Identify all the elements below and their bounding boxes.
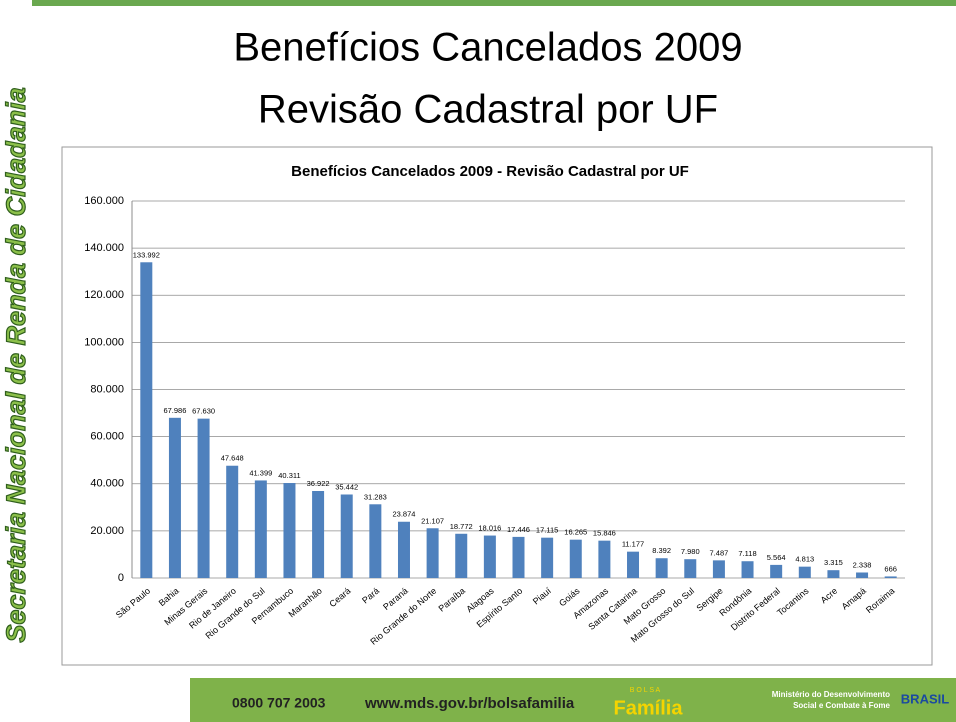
value-label: 3.315	[824, 558, 843, 567]
footer-band	[190, 678, 956, 722]
bar	[197, 418, 210, 578]
bar	[226, 465, 239, 578]
bar	[598, 540, 611, 578]
slide-title: Revisão Cadastral por UF	[258, 88, 718, 132]
value-label: 47.648	[221, 454, 244, 463]
bar	[569, 539, 582, 578]
value-label: 133.992	[133, 250, 160, 259]
bar	[770, 564, 783, 578]
value-label: 7.118	[738, 549, 756, 558]
chart-frame	[61, 146, 933, 666]
y-tick-label: 100.000	[84, 336, 124, 348]
value-label: 31.283	[364, 492, 387, 501]
logo-bottom: Família	[614, 697, 684, 719]
bar	[684, 559, 697, 578]
logo-top: B O L S A	[630, 687, 661, 694]
sidebar-text: Secretaria Nacional de Renda de Cidadani…	[1, 87, 31, 642]
value-label: 5.564	[767, 553, 786, 562]
value-label: 8.392	[652, 546, 671, 555]
bar	[712, 560, 725, 578]
bar	[254, 480, 267, 578]
bar	[168, 417, 181, 578]
value-label: 21.107	[421, 516, 444, 525]
bar	[397, 521, 410, 578]
y-tick-label: 40.000	[90, 478, 124, 490]
value-label: 2.338	[853, 560, 872, 569]
footer-url: www.mds.gov.br/bolsafamilia	[364, 695, 575, 712]
bar	[426, 528, 439, 578]
chart-title: Benefícios Cancelados 2009 - Revisão Cad…	[291, 163, 689, 180]
top-band	[0, 0, 956, 6]
value-label: 17.446	[507, 525, 530, 534]
value-label: 16.265	[564, 528, 587, 537]
value-label: 666	[884, 564, 897, 573]
value-label: 7.487	[710, 548, 729, 557]
y-tick-label: 60.000	[90, 431, 124, 443]
value-label: 18.016	[478, 524, 501, 533]
value-label: 7.980	[681, 547, 700, 556]
y-tick-label: 140.000	[84, 242, 124, 254]
bar	[541, 537, 554, 578]
bar	[627, 551, 640, 578]
value-label: 41.399	[249, 468, 272, 477]
value-label: 4.813	[795, 555, 814, 564]
value-label: 40.311	[278, 471, 300, 480]
ministry: Social e Combate à Fome	[793, 701, 890, 710]
bar	[798, 566, 811, 578]
value-label: 15.846	[593, 529, 616, 538]
value-label: 67.630	[192, 407, 215, 416]
bar	[312, 491, 325, 578]
value-label: 67.986	[163, 406, 186, 415]
brasil-logo: BRASIL	[901, 691, 949, 706]
bar	[369, 504, 382, 578]
bar	[483, 535, 496, 578]
y-tick-label: 120.000	[84, 289, 124, 301]
bar	[455, 533, 468, 578]
bar	[512, 536, 525, 578]
bar	[741, 561, 754, 578]
value-label: 36.922	[307, 479, 330, 488]
bar	[655, 558, 668, 578]
ministry: Ministério do Desenvolvimento	[772, 690, 890, 699]
bar	[283, 483, 296, 578]
y-tick-label: 0	[118, 572, 124, 584]
y-tick-label: 20.000	[90, 525, 124, 537]
value-label: 23.874	[393, 510, 416, 519]
bar	[884, 576, 897, 578]
slide-title: Benefícios Cancelados 2009	[233, 26, 742, 70]
value-label: 35.442	[335, 482, 358, 491]
value-label: 18.772	[450, 522, 473, 531]
bar	[827, 570, 840, 578]
footer-phone: 0800 707 2003	[232, 695, 326, 711]
bar	[340, 494, 353, 578]
bar	[856, 572, 869, 578]
y-tick-label: 160.000	[84, 195, 124, 207]
y-tick-label: 80.000	[90, 383, 124, 395]
bar	[140, 262, 153, 578]
value-label: 11.177	[622, 540, 644, 549]
value-label: 17.115	[536, 526, 558, 535]
sidebar	[0, 0, 32, 722]
